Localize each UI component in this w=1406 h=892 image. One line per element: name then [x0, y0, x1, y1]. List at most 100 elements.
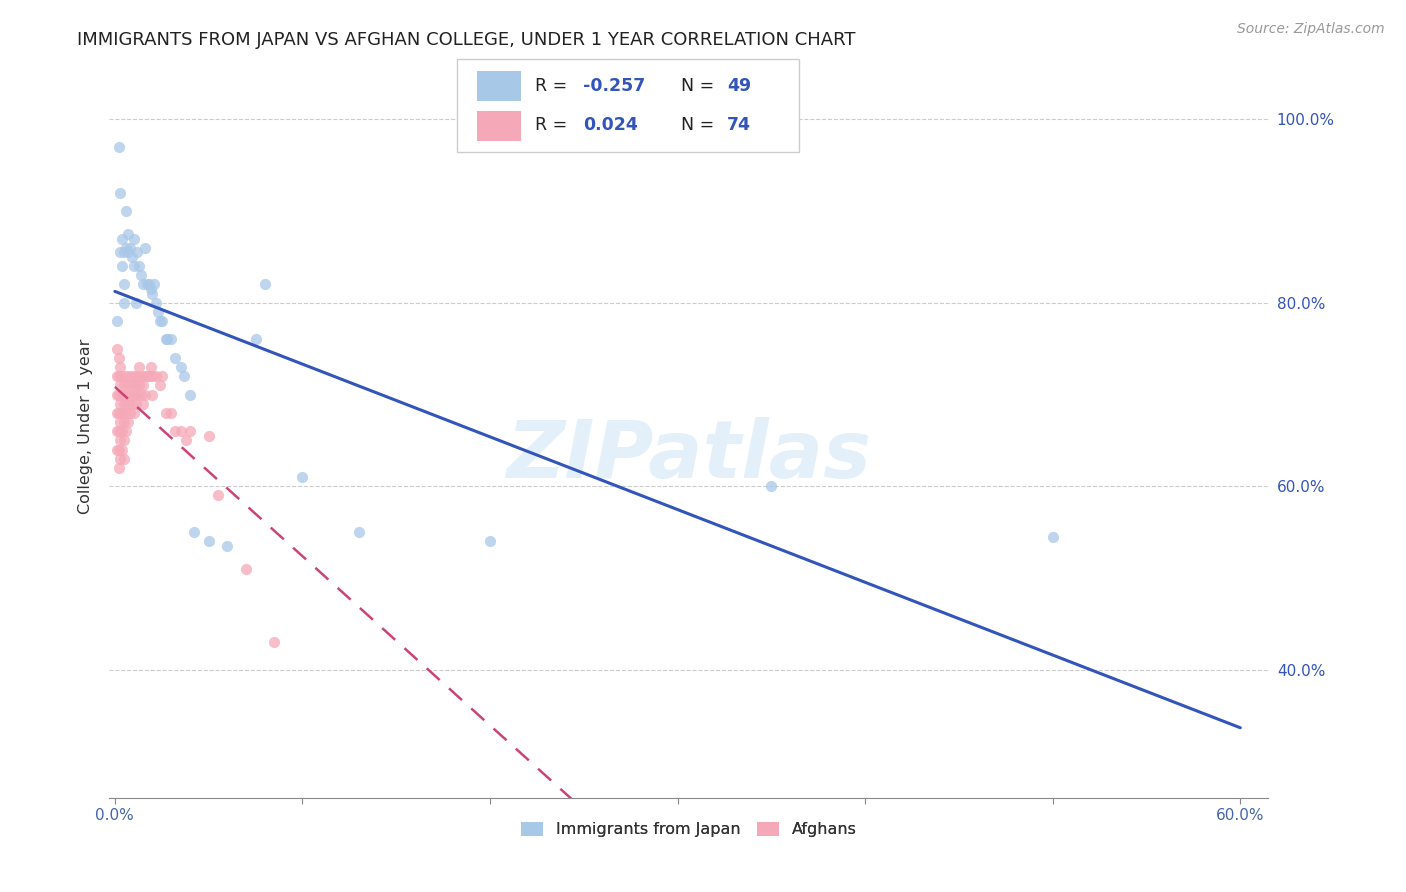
Point — [245, 333, 267, 347]
Point — [117, 378, 139, 392]
Point — [105, 442, 128, 457]
Point — [107, 369, 129, 384]
Point — [111, 406, 134, 420]
Y-axis label: College, Under 1 year: College, Under 1 year — [79, 339, 93, 515]
Point — [145, 369, 167, 384]
Text: -0.257: -0.257 — [583, 77, 645, 95]
Point — [115, 406, 138, 420]
Point — [134, 387, 156, 401]
Point — [173, 369, 195, 384]
Point — [111, 231, 134, 245]
Point — [155, 406, 177, 420]
Point — [111, 369, 134, 384]
Point — [1042, 530, 1064, 544]
Point — [141, 369, 163, 384]
Point — [107, 406, 129, 420]
Point — [107, 424, 129, 438]
Point — [122, 259, 145, 273]
Point — [112, 415, 135, 429]
Point — [150, 369, 173, 384]
Point — [169, 359, 191, 374]
Point — [122, 369, 145, 384]
Point — [141, 387, 163, 401]
Point — [107, 351, 129, 365]
Text: N =: N = — [681, 77, 720, 95]
Point — [163, 424, 186, 438]
Point — [479, 534, 502, 549]
Point — [122, 231, 145, 245]
Point — [105, 424, 128, 438]
Point — [132, 277, 155, 292]
Point — [112, 451, 135, 466]
Point — [122, 387, 145, 401]
Point — [112, 277, 135, 292]
Text: ZIPatlas: ZIPatlas — [506, 417, 872, 495]
Point — [124, 378, 146, 392]
Text: R =: R = — [534, 77, 572, 95]
Point — [291, 470, 314, 484]
Point — [105, 406, 128, 420]
Point — [122, 406, 145, 420]
Point — [110, 434, 132, 448]
Point — [118, 369, 141, 384]
Point — [118, 406, 141, 420]
Point — [128, 378, 150, 392]
Point — [112, 245, 135, 260]
Point — [169, 424, 191, 438]
Point — [111, 387, 134, 401]
Point — [207, 488, 229, 502]
Point — [253, 277, 276, 292]
Point — [127, 387, 149, 401]
Point — [105, 387, 128, 401]
Point — [160, 333, 183, 347]
Point — [163, 351, 186, 365]
Point — [139, 359, 162, 374]
Point — [107, 442, 129, 457]
Point — [110, 245, 132, 260]
Point — [105, 314, 128, 328]
Point — [110, 415, 132, 429]
Point — [115, 387, 138, 401]
Point — [110, 397, 132, 411]
Point — [132, 397, 155, 411]
Point — [263, 635, 285, 649]
Point — [107, 140, 129, 154]
FancyBboxPatch shape — [477, 112, 520, 141]
Text: 49: 49 — [727, 77, 751, 95]
Text: N =: N = — [681, 116, 720, 134]
Point — [138, 277, 160, 292]
Point — [115, 241, 138, 255]
Point — [117, 415, 139, 429]
Point — [105, 369, 128, 384]
Point — [129, 268, 152, 283]
Point — [111, 424, 134, 438]
Point — [134, 241, 156, 255]
Point — [111, 442, 134, 457]
Point — [110, 359, 132, 374]
Point — [761, 479, 783, 493]
FancyBboxPatch shape — [457, 59, 799, 152]
Point — [135, 369, 157, 384]
Point — [128, 359, 150, 374]
Point — [217, 539, 239, 553]
Text: Source: ZipAtlas.com: Source: ZipAtlas.com — [1237, 22, 1385, 37]
Point — [149, 378, 172, 392]
Point — [121, 397, 143, 411]
Point — [117, 227, 139, 241]
Point — [118, 241, 141, 255]
Point — [127, 369, 149, 384]
Point — [121, 378, 143, 392]
Point — [124, 397, 146, 411]
Point — [197, 429, 219, 443]
Point — [179, 424, 201, 438]
Point — [132, 378, 155, 392]
Point — [347, 525, 370, 540]
Legend: Immigrants from Japan, Afghans: Immigrants from Japan, Afghans — [515, 815, 863, 844]
Point — [235, 562, 257, 576]
Point — [129, 369, 152, 384]
Point — [145, 295, 167, 310]
Point — [112, 378, 135, 392]
Point — [160, 406, 183, 420]
Point — [117, 397, 139, 411]
Text: R =: R = — [534, 116, 572, 134]
